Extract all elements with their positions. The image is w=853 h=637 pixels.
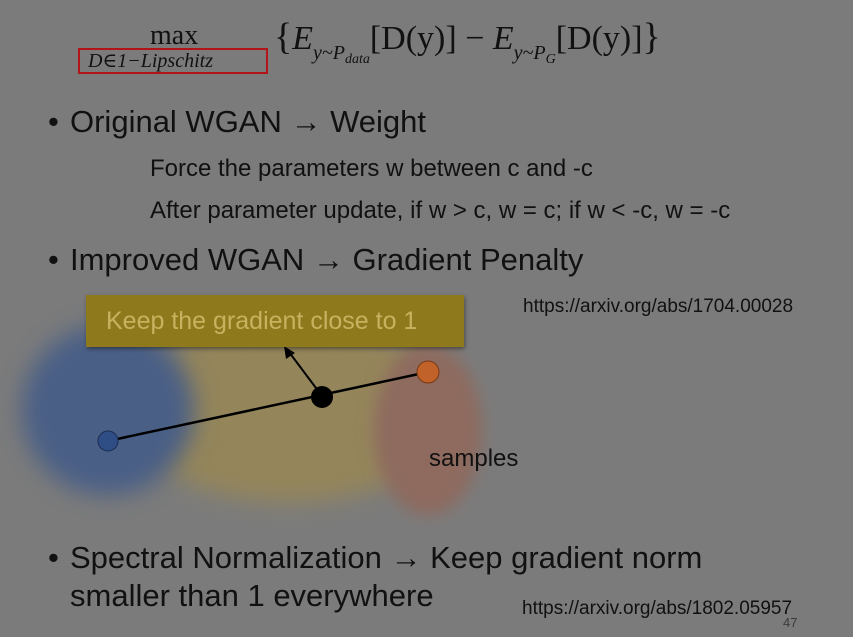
formula-d1: [D(y)] bbox=[369, 20, 457, 57]
formula-open-brace: { bbox=[274, 16, 293, 58]
bullet-spectral-normalization-line-2: smaller than 1 everywhere bbox=[70, 578, 434, 613]
interpolation-line bbox=[107, 370, 429, 443]
bullet-improved-wgan: • Improved WGAN → Gradient Penalty bbox=[48, 242, 583, 278]
formula-expression: {Ey~Pdata[D(y)] − Ey~PG[D(y)]} bbox=[274, 18, 661, 67]
bullet-spectral-normalization: • Spectral Normalization → Keep gradient … bbox=[48, 540, 702, 576]
formula-minus: − bbox=[456, 20, 493, 57]
weight-clipping-line-1: Force the parameters w between c and -c bbox=[150, 155, 593, 182]
formula-e1: E bbox=[292, 20, 314, 57]
gradient-penalty-url[interactable]: https://arxiv.org/abs/1704.00028 bbox=[523, 296, 794, 317]
lipschitz-constraint-box: D∈1−Lipschitz bbox=[78, 48, 268, 74]
formula-close-brace: } bbox=[642, 16, 661, 58]
gradient-penalty-diagram bbox=[22, 322, 482, 515]
bullet-dot: • bbox=[48, 540, 59, 575]
real-sample-point bbox=[97, 430, 119, 452]
samples-label: samples bbox=[429, 445, 519, 472]
formula-e1-sub: y~Pdata bbox=[313, 42, 370, 67]
formula-max-operator: max bbox=[150, 20, 199, 51]
formula-e2: E bbox=[492, 20, 514, 57]
gradient-callout-box: Keep the gradient close to 1 bbox=[86, 295, 464, 347]
bullet-text: Improved WGAN → Gradient Penalty bbox=[70, 242, 584, 277]
sample-region bbox=[374, 345, 482, 515]
formula-d2: [D(y)] bbox=[555, 20, 643, 57]
page-number: 47 bbox=[783, 615, 798, 630]
weight-clipping-line-2: After parameter update, if w > c, w = c;… bbox=[150, 197, 731, 224]
spectral-normalization-url[interactable]: https://arxiv.org/abs/1802.05957 bbox=[522, 598, 793, 619]
formula-e2-sub: y~PG bbox=[513, 42, 556, 67]
generated-sample-point bbox=[416, 360, 440, 384]
bullet-dot: • bbox=[48, 104, 59, 139]
interpolated-point bbox=[311, 386, 333, 408]
bullet-dot: • bbox=[48, 242, 59, 277]
bullet-original-wgan: • Original WGAN → Weight bbox=[48, 104, 426, 140]
generated-distribution-region bbox=[125, 322, 455, 502]
bullet-text: Original WGAN → Weight bbox=[70, 104, 427, 139]
gradient-arrow-head bbox=[284, 346, 295, 359]
bullet-text-line-1: Spectral Normalization → Keep gradient n… bbox=[70, 540, 703, 575]
real-distribution-region bbox=[22, 325, 194, 495]
